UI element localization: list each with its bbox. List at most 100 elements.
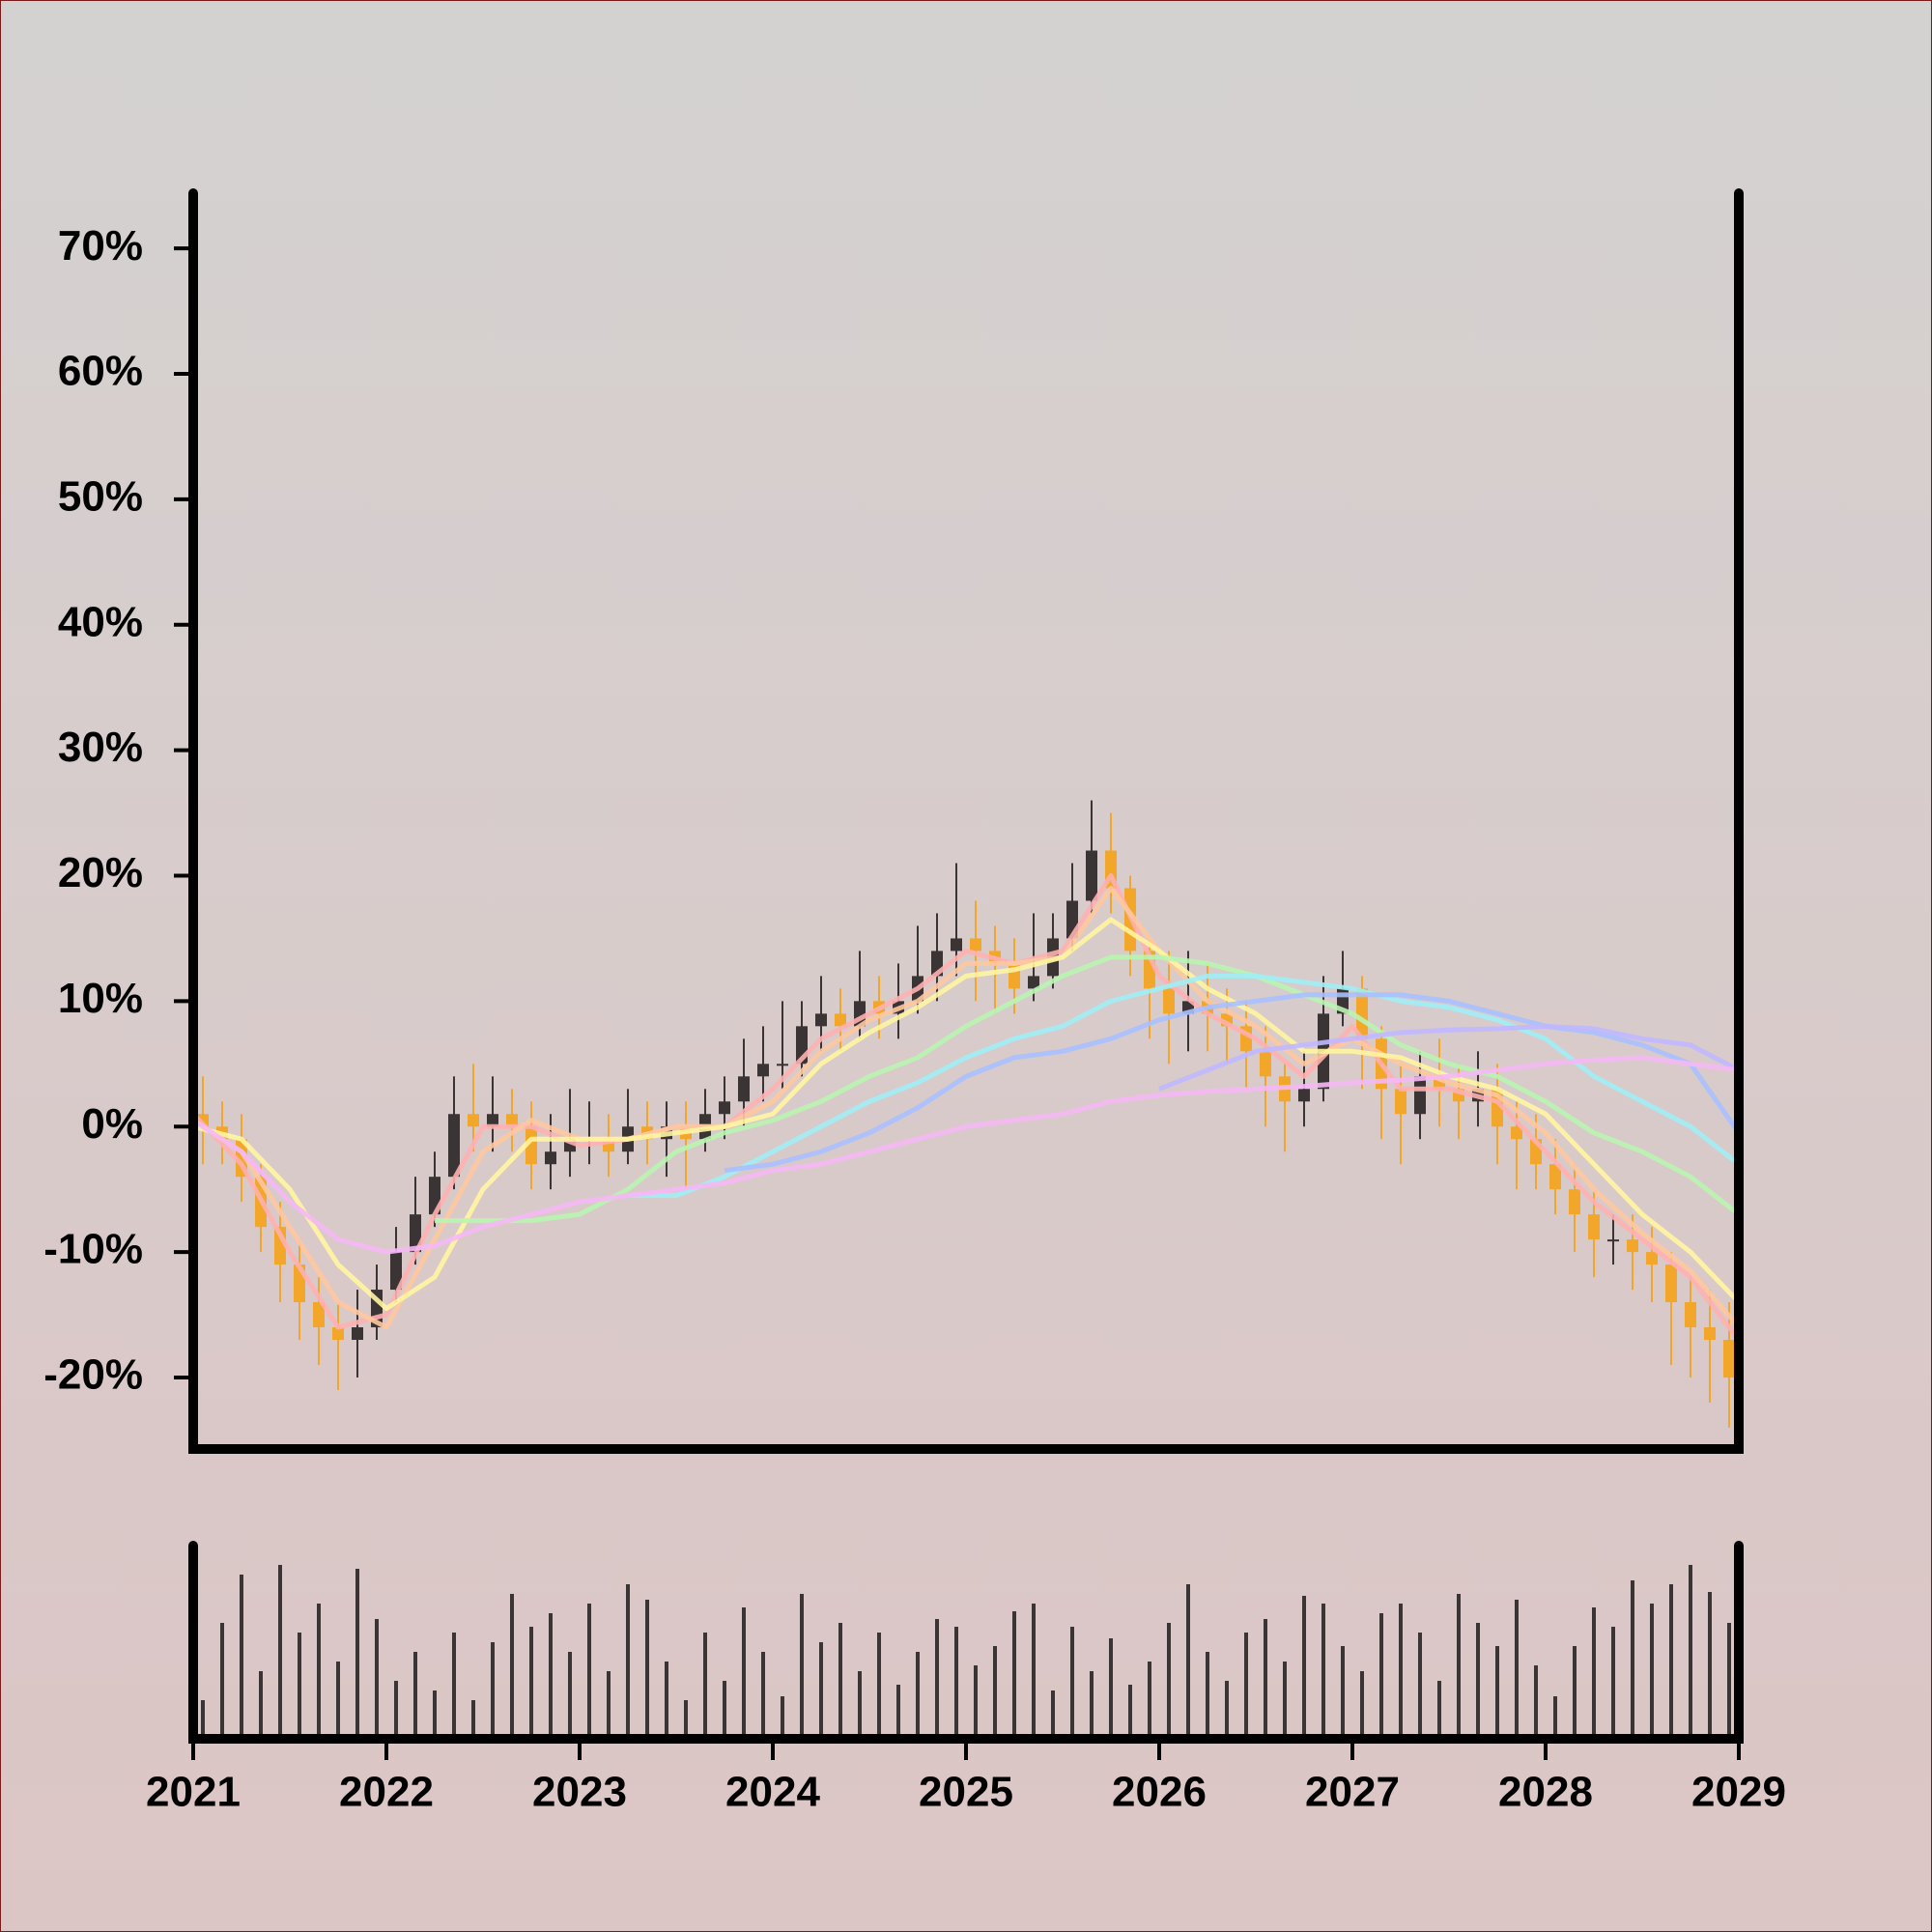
volume-bar [1186, 1584, 1190, 1739]
y-tick-label: 20% [58, 849, 143, 896]
volume-bar [1244, 1633, 1248, 1739]
candle-body [468, 1114, 479, 1127]
volume-bar [1631, 1580, 1634, 1739]
volume-bar [278, 1565, 282, 1739]
candle-body [1569, 1189, 1580, 1215]
candle-body [1395, 1089, 1406, 1115]
moving-average-line [191, 885, 1741, 1330]
moving-average-line [1158, 1023, 1741, 1092]
y-tick-label: 60% [58, 348, 143, 395]
candle-body [815, 1013, 827, 1027]
candle-body [1685, 1302, 1696, 1328]
candle-body [332, 1327, 344, 1341]
volume-bar [1051, 1690, 1055, 1739]
volume-bar [355, 1569, 359, 1739]
candle-body [1298, 1089, 1310, 1102]
volume-bar [723, 1681, 726, 1739]
candle-body [1028, 976, 1039, 989]
volume-bar [1573, 1646, 1577, 1739]
volume-bar [626, 1584, 630, 1739]
volume-bar [1341, 1646, 1345, 1739]
volume-bar [375, 1619, 379, 1739]
volume-bar [587, 1604, 591, 1739]
x-tick-label: 2028 [1498, 1769, 1593, 1816]
candle-body [1356, 988, 1368, 1039]
candle-body [1723, 1340, 1735, 1378]
volume-bar [1669, 1584, 1673, 1739]
volume-bar [549, 1613, 553, 1739]
y-tick-label: 40% [58, 598, 143, 645]
candle-body [410, 1214, 421, 1253]
volume-bar [1167, 1623, 1171, 1739]
x-tick-label: 2024 [725, 1769, 820, 1816]
candle-body [1704, 1327, 1716, 1341]
volume-bar [491, 1642, 495, 1739]
volume-bar [1283, 1662, 1287, 1739]
candle-body [835, 1013, 846, 1027]
volume-bar [259, 1671, 263, 1739]
volume-bar [1012, 1611, 1016, 1739]
volume-bar [819, 1642, 823, 1739]
x-tick-label: 2026 [1112, 1769, 1207, 1816]
volume-bar [1032, 1604, 1036, 1739]
volume-bar [1399, 1604, 1403, 1739]
moving-average-line [435, 954, 1741, 1224]
moving-average-line [191, 1055, 1740, 1255]
volume-bar [240, 1575, 243, 1739]
candle-body [738, 1076, 750, 1102]
volume-bar [220, 1623, 224, 1739]
candle-body [1627, 1239, 1638, 1253]
candle-body [1163, 988, 1175, 1014]
candle-body [545, 1151, 556, 1165]
volume-bar [1650, 1604, 1654, 1739]
volume-bar [1553, 1696, 1557, 1739]
x-tick-label: 2027 [1305, 1769, 1400, 1816]
candle-body [1588, 1214, 1600, 1240]
candle-body [1607, 1239, 1619, 1242]
volume-bar [781, 1696, 784, 1739]
volume-bar [510, 1594, 514, 1739]
volume-bar [1418, 1633, 1422, 1739]
volume-bar [413, 1652, 417, 1739]
volume-bar [201, 1700, 205, 1739]
volume-bar [607, 1671, 611, 1739]
volume-bar [974, 1665, 978, 1739]
x-tick-label: 2022 [339, 1769, 434, 1816]
volume-bar [1611, 1627, 1615, 1739]
price-axes [188, 188, 1744, 1454]
candle-body [1511, 1126, 1522, 1140]
candle-body [777, 1064, 788, 1066]
volume-bar [1225, 1681, 1229, 1739]
volume-bar [896, 1685, 900, 1739]
candle-body [526, 1126, 537, 1165]
candle-body [951, 938, 962, 952]
volume-bar [838, 1623, 842, 1739]
volume-bar [1457, 1594, 1461, 1739]
x-tick-label: 2029 [1691, 1769, 1786, 1816]
x-tick-label: 2025 [919, 1769, 1013, 1816]
moving-average-line [192, 917, 1741, 1312]
volume-bar [703, 1633, 707, 1739]
candle-body [390, 1252, 402, 1291]
volume-bar [1109, 1638, 1113, 1739]
volume-bar [1321, 1604, 1325, 1739]
volume-bar [1515, 1600, 1519, 1739]
volume-bar [1360, 1671, 1364, 1739]
volume-bar [877, 1633, 881, 1739]
candle-body [1414, 1076, 1426, 1115]
candle-body [1086, 850, 1097, 901]
volume-bar [1206, 1652, 1209, 1739]
plot [191, 800, 1742, 1739]
candle-body [1665, 1264, 1677, 1303]
volume-bar [1476, 1623, 1480, 1739]
volume-bar [665, 1662, 668, 1739]
x-tick-label: 2023 [532, 1769, 627, 1816]
volume-bar [394, 1681, 398, 1739]
volume-bar [1708, 1592, 1712, 1739]
candle-body [487, 1114, 498, 1127]
y-tick-label: -10% [43, 1226, 143, 1273]
x-tick-label: 2021 [146, 1769, 241, 1816]
volume-bar [1128, 1685, 1132, 1739]
volume-bar [761, 1652, 765, 1739]
volume-bar [954, 1627, 958, 1739]
